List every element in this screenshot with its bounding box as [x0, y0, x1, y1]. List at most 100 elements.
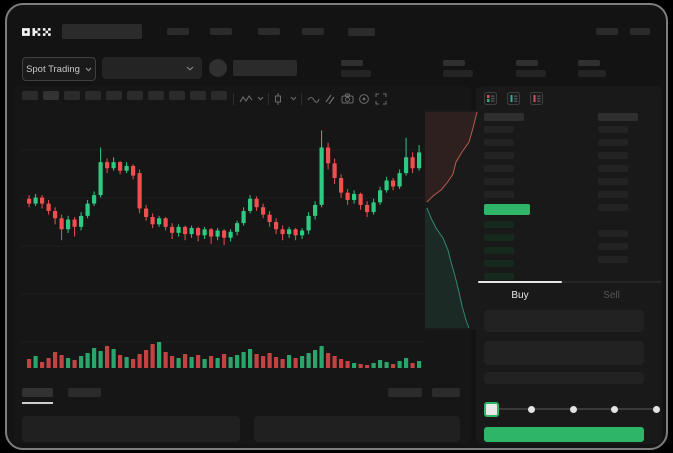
bottom-action-placeholder[interactable]: [432, 388, 460, 397]
amount-input-placeholder[interactable]: [484, 341, 644, 365]
toolbar-button-placeholder[interactable]: [43, 91, 59, 100]
stat-value-placeholder: [578, 70, 606, 77]
active-tab-underline: [22, 402, 53, 404]
price-chart-svg[interactable]: [20, 110, 425, 378]
nav-item-placeholder[interactable]: [348, 28, 375, 36]
slider-stop-dot[interactable]: [569, 405, 577, 413]
toolbar-divider: [268, 93, 269, 105]
orderbook-view-both-icon[interactable]: [484, 92, 497, 110]
toolbar-divider: [233, 93, 234, 105]
nav-item-placeholder[interactable]: [210, 28, 232, 35]
orderbook-row-sk: [484, 126, 514, 133]
stat-label-placeholder: [578, 60, 600, 66]
tab-sell[interactable]: Sell: [603, 290, 620, 301]
orderbook-row-gap: [598, 217, 628, 224]
market-type-dropdown[interactable]: Spot Trading: [22, 57, 96, 81]
orderbook-row-sk: [484, 139, 514, 146]
chevron-down-icon[interactable]: [289, 91, 297, 106]
orderbook-row-bid: [484, 273, 514, 280]
trade-tab-indicator-track: [562, 281, 661, 283]
orderbook-row-bid: [484, 234, 514, 241]
pair-name-placeholder: [233, 60, 297, 76]
toolbar-button-placeholder[interactable]: [106, 91, 122, 100]
orderbook-view-asks-icon[interactable]: [530, 92, 543, 110]
bottom-tab-active-placeholder[interactable]: [22, 388, 53, 397]
orderbook-row-sk: [484, 178, 514, 185]
orderbook-row-sk: [598, 243, 628, 250]
orderbook-row-sk: [484, 191, 514, 198]
topbar-action-placeholder[interactable]: [596, 28, 618, 35]
nav-item-placeholder[interactable]: [167, 28, 189, 35]
toolbar-button-placeholder[interactable]: [169, 91, 185, 100]
orderbook-row-sk: [598, 230, 628, 237]
orderbook-row-sk: [484, 152, 514, 159]
chevron-down-icon: [186, 66, 194, 71]
search-bar-placeholder[interactable]: [62, 24, 142, 39]
stat-value-placeholder: [443, 70, 473, 77]
orderbook-row-bid: [484, 221, 514, 228]
orderbook-row-sk: [598, 165, 628, 172]
stat-label-placeholder: [516, 60, 538, 66]
toolbar-button-placeholder[interactable]: [148, 91, 164, 100]
app-window: Spot Trading: [5, 3, 668, 450]
token-avatar: [209, 59, 227, 77]
slider-stop-dot[interactable]: [611, 405, 618, 413]
chart-module: [14, 86, 471, 444]
settings-icon[interactable]: [356, 91, 372, 106]
fullscreen-icon[interactable]: [373, 91, 389, 106]
market-type-label: Spot Trading: [26, 63, 80, 75]
orderbook-row-sk: [598, 256, 628, 263]
toolbar-button-placeholder[interactable]: [127, 91, 143, 100]
toolbar-button-placeholder[interactable]: [85, 91, 101, 100]
orderbook-row-sk: [598, 126, 628, 133]
orderbook-row-header: [484, 113, 524, 121]
stat-value-placeholder: [341, 70, 371, 77]
toolbar-button-placeholder[interactable]: [64, 91, 80, 100]
toolbar-divider: [301, 93, 302, 105]
indicator-zigzag-icon[interactable]: [238, 91, 254, 106]
toolbar-button-placeholder[interactable]: [211, 91, 227, 100]
camera-icon[interactable]: [339, 91, 355, 106]
orders-panel-placeholder: [22, 416, 240, 442]
slider-dots: [484, 401, 660, 417]
tab-buy[interactable]: Buy: [511, 290, 529, 301]
orderbook-row-sk: [484, 165, 514, 172]
orderbook-row-bid: [484, 247, 514, 254]
current-price-row[interactable]: [484, 204, 530, 215]
buy-submit-button[interactable]: [484, 427, 644, 442]
nav-item-placeholder[interactable]: [302, 28, 324, 35]
depth-panel: [425, 110, 480, 330]
depth-chart-svg[interactable]: [425, 110, 480, 330]
orderbook-view-bids-icon[interactable]: [507, 92, 520, 110]
topbar-action-placeholder[interactable]: [630, 28, 650, 35]
slider-handle[interactable]: [484, 402, 499, 417]
slider-stop-dot[interactable]: [652, 405, 660, 413]
toolbar-button-placeholder[interactable]: [190, 91, 206, 100]
amount-slider[interactable]: [484, 401, 660, 417]
chevron-down-icon: [85, 67, 92, 72]
orderbook-right-column: [598, 113, 638, 269]
compare-lines-icon[interactable]: [322, 91, 338, 106]
stat-label-placeholder: [341, 60, 363, 66]
line-tool-icon[interactable]: [305, 91, 321, 106]
toolbar-button-placeholder[interactable]: [22, 91, 38, 100]
slider-stop-dot[interactable]: [528, 405, 535, 413]
orderbook-row-sk: [598, 139, 628, 146]
trade-tab-indicator-active: [478, 281, 562, 283]
orderbook-row-sk: [598, 191, 628, 198]
history-panel-placeholder: [254, 416, 460, 442]
candle-type-icon[interactable]: [272, 91, 284, 106]
orderbook-row-sk: [598, 152, 628, 159]
stat-label-placeholder: [443, 60, 465, 66]
orderbook-row-bid: [484, 260, 514, 267]
stat-value-placeholder: [516, 70, 546, 77]
okx-logo[interactable]: [22, 25, 52, 43]
total-input-placeholder[interactable]: [484, 372, 644, 384]
pair-selector-dropdown[interactable]: [102, 57, 202, 79]
bottom-tab-placeholder[interactable]: [68, 388, 101, 397]
orderbook-row-sk: [598, 204, 628, 211]
bottom-action-placeholder[interactable]: [388, 388, 422, 397]
price-input-placeholder[interactable]: [484, 310, 644, 332]
chevron-down-icon[interactable]: [256, 91, 264, 106]
nav-item-placeholder[interactable]: [258, 28, 280, 35]
